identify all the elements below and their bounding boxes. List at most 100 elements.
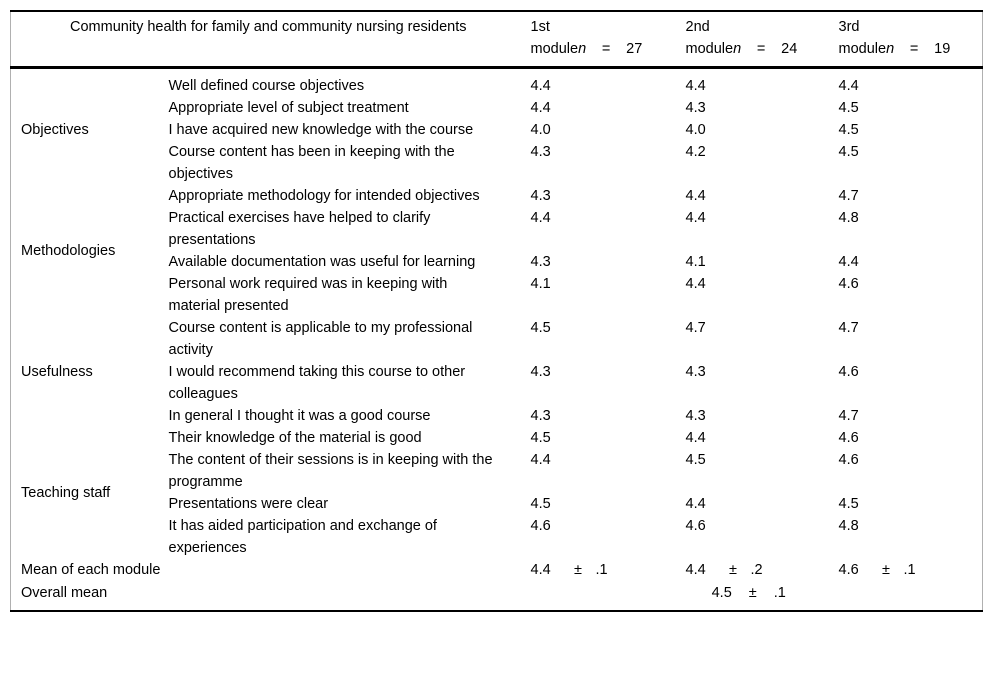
mean-cell-module-2: 4.4 ± .2	[671, 559, 824, 582]
table-row: Personal work required was in keeping wi…	[11, 273, 983, 317]
score-cell: 4.3	[530, 188, 551, 204]
score-cell: 4.5	[838, 122, 859, 138]
item-label: I have acquired new knowledge with the c…	[168, 122, 474, 138]
table-row: Objectives Well defined course objectives…	[11, 68, 983, 138]
score-cell: 4.8	[838, 210, 859, 226]
score-cell: 4.7	[685, 320, 706, 336]
item-label: Appropriate methodology for intended obj…	[168, 188, 480, 204]
table-row: Practical exercises have helped to clari…	[11, 207, 983, 251]
column-header-module-2: 2nd modulen = 24	[670, 11, 824, 69]
score-cell: 4.5	[838, 100, 859, 116]
table-title: Community health for family and communit…	[10, 11, 516, 69]
item-label: Presentations were clear	[168, 496, 329, 512]
mean-error: .1	[903, 562, 916, 578]
plus-minus-sign: ±	[748, 585, 757, 601]
score-cell: 4.3	[530, 408, 551, 424]
plus-minus-sign: ±	[882, 562, 890, 578]
module-word: module	[685, 41, 734, 57]
score-cell: 4.4	[838, 254, 859, 270]
table-row: I would recommend taking this course to …	[11, 361, 983, 405]
module-word: module	[838, 41, 887, 57]
score-cell: 4.3	[685, 408, 706, 424]
table-body: Objectives Well defined course objectives…	[11, 68, 983, 560]
score-cell: 4.8	[838, 518, 859, 534]
score-cell: 4.4	[530, 452, 551, 468]
group-label: Objectives	[21, 122, 89, 138]
score-cell: 4.3	[530, 254, 551, 270]
score-cell: 4.5	[838, 144, 859, 160]
group-label: Usefulness	[21, 364, 93, 380]
table-row: Appropriate level of subject treatment 4.…	[11, 97, 983, 119]
item-label: I would recommend taking this course to …	[168, 364, 466, 402]
module-3-ordinal: 3rd	[838, 19, 860, 35]
score-cell: 4.7	[838, 188, 859, 204]
plus-minus-sign: ±	[729, 562, 737, 578]
item-label: Personal work required was in keeping wi…	[168, 276, 448, 314]
mean-cell-module-3: 4.6 ± .1	[824, 559, 983, 582]
module-3-n: modulen = 19	[839, 38, 983, 60]
overall-mean-label: Overall mean	[21, 585, 108, 601]
mean-error: .2	[750, 562, 763, 578]
table-row: Course content has been in keeping with …	[11, 141, 983, 185]
column-header-module-3: 3rd modulen = 19	[823, 11, 983, 69]
score-cell: 4.7	[838, 320, 859, 336]
score-cell: 4.4	[685, 430, 706, 446]
score-cell: 4.3	[530, 364, 551, 380]
mean-cell-module-1: 4.4 ± .1	[516, 559, 671, 582]
score-cell: 4.0	[685, 122, 706, 138]
evaluation-table-container: Community health for family and communit…	[10, 10, 983, 612]
equals-sign: =	[756, 41, 766, 57]
item-label: It has aided participation and exchange …	[168, 518, 437, 556]
n-symbol: n	[886, 41, 895, 57]
table-row: The content of their sessions is in keep…	[11, 449, 983, 493]
score-cell: 4.4	[530, 78, 551, 94]
overall-mean-cell: 4.5 ± .1	[516, 582, 983, 611]
score-cell: 4.5	[530, 496, 551, 512]
mean-row: Mean of each module 4.4 ± .1 4.4 ± .2 4.6 ± .1	[11, 559, 983, 582]
table-row: I have acquired new knowledge with the c…	[11, 119, 983, 141]
sample-size: 24	[781, 41, 798, 57]
item-label: Well defined course objectives	[168, 78, 365, 94]
sample-size: 27	[626, 41, 643, 57]
column-header-module-1: 1st modulen = 27	[515, 11, 671, 69]
score-cell: 4.6	[838, 430, 859, 446]
score-cell: 4.3	[530, 144, 551, 160]
item-label: Their knowledge of the material is good	[168, 430, 422, 446]
mean-value: 4.4	[685, 562, 706, 578]
item-label: Available documentation was useful for l…	[168, 254, 476, 270]
score-cell: 4.4	[685, 210, 706, 226]
table-row: It has aided participation and exchange …	[11, 515, 983, 559]
table-row: Presentations were clear 4.5 4.4 4.5	[11, 493, 983, 515]
score-cell: 4.6	[685, 518, 706, 534]
equals-sign: =	[601, 41, 611, 57]
score-cell: 4.1	[685, 254, 706, 270]
table-row: In general I thought it was a good cours…	[11, 405, 983, 427]
header-row: Community health for family and communit…	[10, 11, 983, 69]
module-1-ordinal: 1st	[530, 19, 550, 35]
mean-value: 4.5	[711, 585, 732, 601]
score-cell: 4.6	[838, 452, 859, 468]
table-header: Community health for family and communit…	[10, 11, 983, 69]
module-2-ordinal: 2nd	[685, 19, 710, 35]
mean-error: .1	[595, 562, 608, 578]
module-2-n: modulen = 24	[686, 38, 824, 60]
item-label: Appropriate level of subject treatment	[168, 100, 409, 116]
n-symbol: n	[733, 41, 742, 57]
score-cell: 4.3	[685, 100, 706, 116]
score-cell: 4.2	[685, 144, 706, 160]
score-cell: 4.3	[685, 364, 706, 380]
score-cell: 4.0	[530, 122, 551, 138]
score-cell: 4.4	[685, 496, 706, 512]
item-label: Course content is applicable to my profe…	[168, 320, 473, 358]
score-cell: 4.7	[838, 408, 859, 424]
score-cell: 4.1	[530, 276, 551, 292]
module-word: module	[530, 41, 579, 57]
group-label: Teaching staff	[21, 485, 111, 501]
mean-error: .1	[773, 585, 786, 601]
mean-value: 4.6	[838, 562, 859, 578]
sample-size: 19	[934, 41, 951, 57]
score-cell: 4.4	[685, 276, 706, 292]
score-cell: 4.6	[530, 518, 551, 534]
table-row: Methodologies Appropriate methodology for…	[11, 185, 983, 259]
score-cell: 4.4	[838, 78, 859, 94]
